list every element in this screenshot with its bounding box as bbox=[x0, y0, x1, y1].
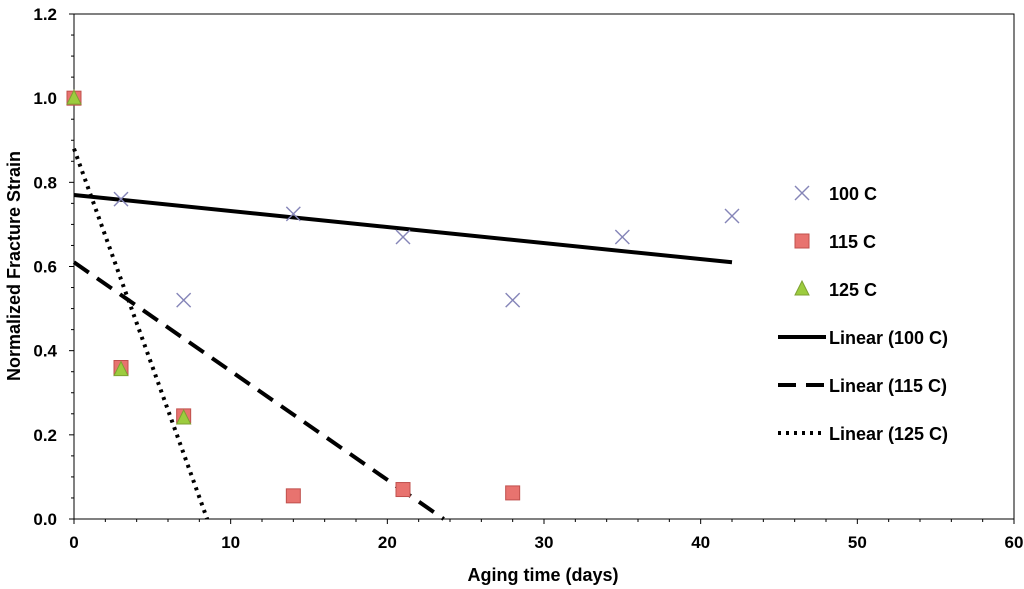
x-tick-label: 0 bbox=[69, 533, 78, 552]
y-tick-label: 1.0 bbox=[33, 89, 57, 108]
y-tick-label: 0.2 bbox=[33, 426, 57, 445]
plot-area bbox=[73, 13, 1015, 520]
x-tick-label: 40 bbox=[691, 533, 710, 552]
point-100-c bbox=[113, 191, 129, 207]
x-axis-title: Aging time (days) bbox=[467, 565, 618, 585]
x-tick-label: 60 bbox=[1005, 533, 1024, 552]
legend-marker bbox=[794, 279, 810, 296]
y-tick-label: 0.8 bbox=[33, 173, 57, 192]
x-tick-label: 20 bbox=[378, 533, 397, 552]
y-axis-ticks: 0.0 0.2 0.4 0.6 0.8 1.0 1.2 bbox=[33, 5, 74, 529]
trendlines bbox=[72, 147, 733, 521]
point-115-c bbox=[395, 482, 411, 498]
point-100-c bbox=[505, 292, 521, 308]
trendline-solid bbox=[73, 192, 733, 265]
legend: 100 C 115 C 125 C Linear (100 C) Linear (115… bbox=[778, 184, 948, 444]
point-125-c bbox=[66, 89, 82, 105]
legend-label: Linear (100 C) bbox=[829, 328, 948, 348]
legend-label: 115 C bbox=[829, 232, 876, 252]
trendline-dashed bbox=[72, 260, 445, 521]
point-125-c bbox=[113, 360, 129, 377]
y-tick-label: 0.0 bbox=[33, 510, 57, 529]
x-tick-label: 50 bbox=[848, 533, 867, 552]
legend-marker bbox=[794, 233, 810, 249]
point-100-c bbox=[176, 292, 192, 308]
legend-label: 100 C bbox=[829, 184, 877, 204]
y-tick-label: 0.6 bbox=[33, 258, 57, 277]
point-115-c bbox=[285, 488, 301, 504]
trendline-dotted bbox=[72, 147, 210, 520]
point-125-c bbox=[175, 408, 192, 425]
point-100-c bbox=[285, 206, 301, 222]
y-tick-label: 0.4 bbox=[33, 342, 57, 361]
legend-label: Linear (125 C) bbox=[829, 424, 948, 444]
data-markers bbox=[66, 89, 740, 504]
y-tick-label: 1.2 bbox=[33, 5, 57, 24]
y-axis-title: Normalized Fracture Strain bbox=[4, 151, 24, 381]
x-tick-label: 10 bbox=[221, 533, 240, 552]
point-115-c bbox=[505, 485, 521, 501]
point-100-c bbox=[614, 229, 630, 245]
x-axis-ticks: 0 10 20 30 40 50 60 bbox=[69, 519, 1023, 552]
legend-label: 125 C bbox=[829, 280, 877, 300]
point-100-c bbox=[395, 229, 411, 245]
x-tick-label: 30 bbox=[535, 533, 554, 552]
point-100-c bbox=[724, 208, 740, 224]
legend-marker bbox=[794, 185, 810, 201]
legend-label: Linear (115 C) bbox=[829, 376, 947, 396]
